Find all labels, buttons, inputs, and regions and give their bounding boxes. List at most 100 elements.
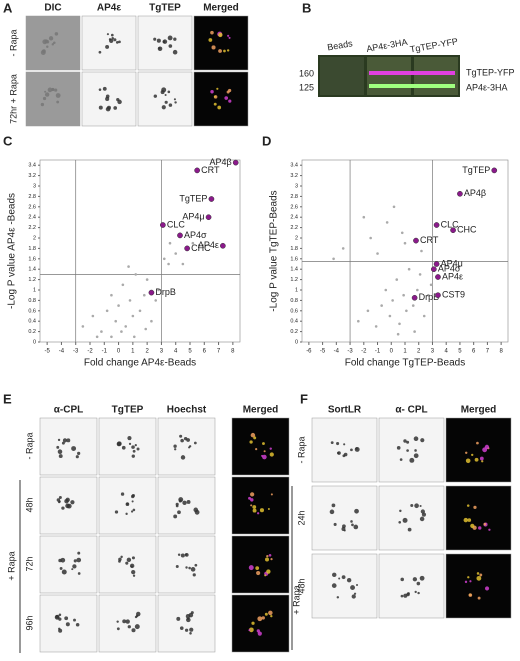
puncta: [177, 510, 181, 515]
x-tick-label: -2: [361, 349, 367, 355]
puncta: [471, 453, 474, 457]
puncta: [464, 580, 468, 584]
column-header: SortLR: [328, 405, 362, 416]
puncta: [58, 454, 63, 459]
x-tick-label: -4: [334, 349, 340, 355]
puncta: [128, 442, 132, 445]
column-header: DIC: [44, 3, 61, 14]
puncta: [481, 460, 484, 463]
puncta: [250, 492, 255, 497]
puncta: [413, 453, 419, 459]
puncta: [160, 90, 165, 95]
point-label: AP4β: [464, 188, 486, 198]
puncta: [248, 627, 254, 633]
puncta: [131, 454, 135, 458]
micrograph: [311, 485, 378, 551]
puncta: [210, 30, 214, 35]
puncta: [116, 627, 120, 631]
band-label: AP4ε-3HA: [466, 82, 508, 92]
puncta: [226, 49, 230, 52]
y-tick-label: 2.8: [28, 194, 36, 200]
micrograph: [25, 15, 81, 71]
band-green: [369, 84, 455, 88]
puncta: [176, 616, 181, 621]
puncta: [218, 49, 222, 53]
puncta: [406, 592, 410, 597]
puncta: [262, 442, 265, 445]
puncta: [330, 441, 334, 445]
puncta: [118, 40, 121, 44]
puncta: [136, 447, 140, 451]
y-axis-label: -Log P value TgTEP-Beads: [269, 190, 280, 311]
puncta: [213, 102, 217, 106]
puncta: [488, 528, 491, 531]
row-label: - Rapa: [24, 432, 34, 459]
plot-frame: [39, 159, 241, 343]
puncta: [77, 572, 81, 575]
puncta: [257, 631, 262, 636]
data-point: [121, 283, 125, 287]
puncta: [58, 628, 63, 633]
puncta: [270, 614, 273, 618]
y-tick-label: 2.4: [290, 215, 298, 221]
puncta: [61, 506, 65, 510]
puncta: [265, 557, 270, 562]
x-tick-label: 2: [417, 349, 421, 355]
group-label: + Rapa: [291, 585, 301, 614]
puncta: [153, 37, 157, 41]
puncta: [338, 577, 341, 580]
y-tick-label: 2.8: [290, 194, 298, 200]
lane-label: Beads: [326, 38, 353, 52]
data-point: [134, 273, 138, 276]
puncta: [228, 88, 232, 93]
puncta: [130, 510, 134, 513]
puncta: [179, 434, 183, 438]
data-point: [429, 283, 433, 287]
puncta: [131, 445, 135, 449]
row-label: 48h: [296, 578, 306, 593]
puncta: [105, 44, 110, 49]
point-label: CRT: [201, 165, 220, 175]
puncta: [248, 629, 251, 632]
puncta: [56, 100, 60, 104]
y-tick-label: 3.4: [28, 163, 36, 169]
x-tick-label: 4: [174, 349, 178, 355]
puncta: [130, 565, 133, 568]
puncta: [407, 527, 412, 532]
puncta: [180, 553, 185, 558]
column-header: Merged: [243, 405, 279, 416]
puncta: [110, 33, 114, 37]
highlight-point: [435, 292, 441, 299]
data-point: [332, 257, 335, 261]
puncta: [410, 503, 414, 508]
puncta: [333, 522, 337, 526]
puncta: [228, 36, 231, 39]
puncta: [98, 50, 102, 54]
point-label: AP4μ: [441, 258, 463, 268]
column-header: α- CPL: [395, 405, 427, 416]
puncta: [420, 509, 425, 514]
puncta: [135, 614, 139, 618]
puncta: [342, 454, 346, 458]
data-point: [374, 325, 378, 328]
puncta: [351, 523, 354, 527]
data-point: [145, 278, 149, 281]
x-tick-label: 0: [390, 349, 394, 355]
x-tick-label: 0: [117, 349, 121, 355]
x-tick-label: 3: [160, 349, 164, 355]
column-header: Hoechst: [167, 405, 207, 416]
puncta: [476, 572, 480, 575]
panel-label: E: [3, 391, 12, 406]
data-point: [411, 304, 415, 307]
puncta: [263, 450, 266, 453]
puncta: [223, 49, 226, 53]
micrograph: [39, 535, 98, 594]
puncta: [474, 457, 479, 462]
puncta: [253, 436, 257, 440]
puncta: [479, 456, 484, 461]
puncta: [173, 37, 177, 41]
puncta: [473, 505, 477, 509]
puncta: [478, 526, 482, 530]
micrograph: [378, 553, 445, 619]
